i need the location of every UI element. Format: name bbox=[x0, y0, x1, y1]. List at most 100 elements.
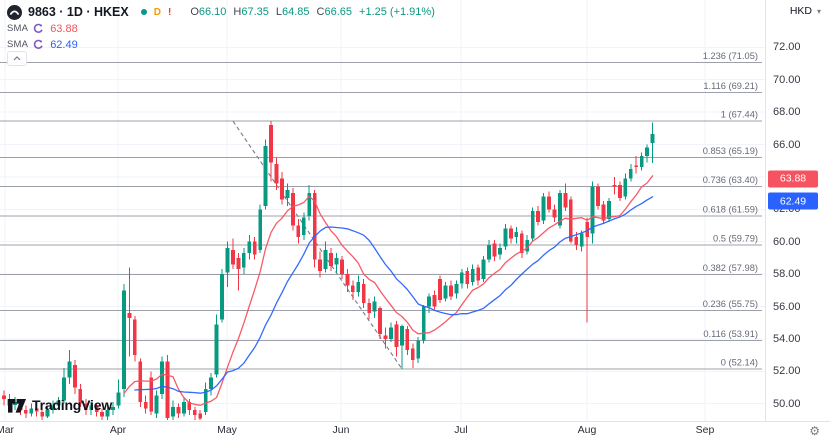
candle[interactable] bbox=[154, 390, 159, 419]
candle[interactable] bbox=[252, 236, 257, 260]
candle[interactable] bbox=[105, 405, 110, 420]
candle[interactable] bbox=[443, 282, 448, 302]
candle[interactable] bbox=[590, 181, 595, 244]
candle[interactable] bbox=[470, 264, 475, 286]
candle[interactable] bbox=[269, 121, 273, 182]
candle[interactable] bbox=[127, 267, 132, 357]
candle[interactable] bbox=[290, 188, 295, 231]
candle[interactable] bbox=[192, 406, 197, 420]
candle[interactable] bbox=[176, 403, 181, 419]
candle[interactable] bbox=[236, 253, 241, 291]
candle[interactable] bbox=[650, 122, 655, 164]
candle[interactable] bbox=[596, 183, 600, 210]
candle[interactable] bbox=[89, 402, 94, 415]
data-delay-flag[interactable]: D bbox=[153, 6, 161, 18]
candle[interactable] bbox=[67, 350, 72, 385]
candle[interactable] bbox=[122, 283, 126, 398]
candle[interactable] bbox=[378, 306, 382, 339]
candle[interactable] bbox=[356, 275, 361, 297]
candle[interactable] bbox=[56, 397, 61, 409]
candle[interactable] bbox=[487, 240, 491, 263]
candle[interactable] bbox=[307, 185, 312, 221]
candle[interactable] bbox=[427, 293, 431, 313]
candle[interactable] bbox=[579, 230, 584, 252]
candle[interactable] bbox=[410, 343, 415, 368]
candle[interactable] bbox=[617, 181, 622, 202]
candle[interactable] bbox=[83, 398, 88, 415]
candle[interactable] bbox=[72, 359, 77, 394]
candle[interactable] bbox=[449, 280, 453, 301]
candle[interactable] bbox=[329, 248, 333, 271]
candle[interactable] bbox=[459, 269, 464, 289]
candle[interactable] bbox=[536, 206, 540, 226]
candle[interactable] bbox=[547, 191, 551, 213]
price-axis[interactable]: HKD ▾ 72.0070.0068.0066.0064.0062.0060.0… bbox=[765, 0, 830, 421]
candle[interactable] bbox=[34, 405, 39, 417]
candle[interactable] bbox=[438, 275, 442, 304]
candle[interactable] bbox=[519, 230, 524, 258]
candle[interactable] bbox=[40, 406, 45, 420]
candle[interactable] bbox=[132, 316, 137, 362]
sma-line[interactable] bbox=[123, 175, 654, 406]
candle[interactable] bbox=[372, 296, 377, 318]
candle[interactable] bbox=[530, 207, 535, 242]
candle[interactable] bbox=[345, 269, 350, 292]
candle[interactable] bbox=[29, 403, 34, 417]
candle[interactable] bbox=[214, 314, 219, 378]
candle[interactable] bbox=[416, 337, 421, 364]
candle[interactable] bbox=[209, 372, 213, 396]
candle[interactable] bbox=[78, 384, 83, 407]
candle[interactable] bbox=[296, 219, 301, 244]
candle[interactable] bbox=[394, 321, 399, 357]
candle[interactable] bbox=[274, 157, 279, 190]
candle[interactable] bbox=[138, 358, 143, 407]
candle[interactable] bbox=[301, 212, 306, 241]
candle[interactable] bbox=[361, 278, 366, 309]
candle[interactable] bbox=[247, 235, 252, 260]
sma-line[interactable] bbox=[134, 196, 654, 394]
candle[interactable] bbox=[94, 403, 99, 417]
candle[interactable] bbox=[645, 144, 649, 163]
candle[interactable] bbox=[639, 152, 644, 171]
candle[interactable] bbox=[623, 173, 628, 200]
legend-collapse-button[interactable] bbox=[7, 51, 27, 66]
candle[interactable] bbox=[143, 395, 148, 414]
candle[interactable] bbox=[563, 183, 568, 211]
candle[interactable] bbox=[498, 243, 502, 260]
candle[interactable] bbox=[2, 390, 6, 406]
candle[interactable] bbox=[198, 410, 203, 420]
candle[interactable] bbox=[340, 256, 344, 279]
indicator-row-sma-slow[interactable]: SMA 62.49 bbox=[7, 37, 435, 52]
candle[interactable] bbox=[421, 304, 426, 344]
candle[interactable] bbox=[23, 405, 28, 419]
candle[interactable] bbox=[503, 223, 508, 250]
candle[interactable] bbox=[558, 189, 562, 229]
candle[interactable] bbox=[607, 197, 611, 223]
candle[interactable] bbox=[116, 379, 121, 409]
candle[interactable] bbox=[231, 238, 235, 270]
candle[interactable] bbox=[454, 280, 459, 299]
candle[interactable] bbox=[220, 269, 224, 323]
candle[interactable] bbox=[285, 183, 290, 206]
candle[interactable] bbox=[203, 382, 208, 415]
alert-flag-icon[interactable]: ! bbox=[167, 6, 172, 18]
candle[interactable] bbox=[280, 172, 284, 205]
candle[interactable] bbox=[323, 241, 328, 273]
candle[interactable] bbox=[405, 325, 410, 356]
candle[interactable] bbox=[350, 280, 355, 301]
indicator-row-sma-fast[interactable]: SMA 63.88 bbox=[7, 21, 435, 36]
candle[interactable] bbox=[258, 204, 263, 253]
candle[interactable] bbox=[111, 402, 115, 415]
candle[interactable] bbox=[476, 264, 481, 286]
candle[interactable] bbox=[601, 201, 606, 224]
candle[interactable] bbox=[334, 253, 339, 273]
candle[interactable] bbox=[383, 327, 388, 349]
candle[interactable] bbox=[45, 406, 50, 419]
candle[interactable] bbox=[514, 227, 519, 244]
gear-icon[interactable]: ⚙ bbox=[809, 424, 820, 438]
tradingview-logo[interactable]: TradingView bbox=[8, 396, 112, 413]
candle[interactable] bbox=[465, 267, 470, 289]
candle[interactable] bbox=[585, 217, 590, 323]
candle[interactable] bbox=[100, 408, 104, 420]
candle[interactable] bbox=[149, 371, 154, 415]
